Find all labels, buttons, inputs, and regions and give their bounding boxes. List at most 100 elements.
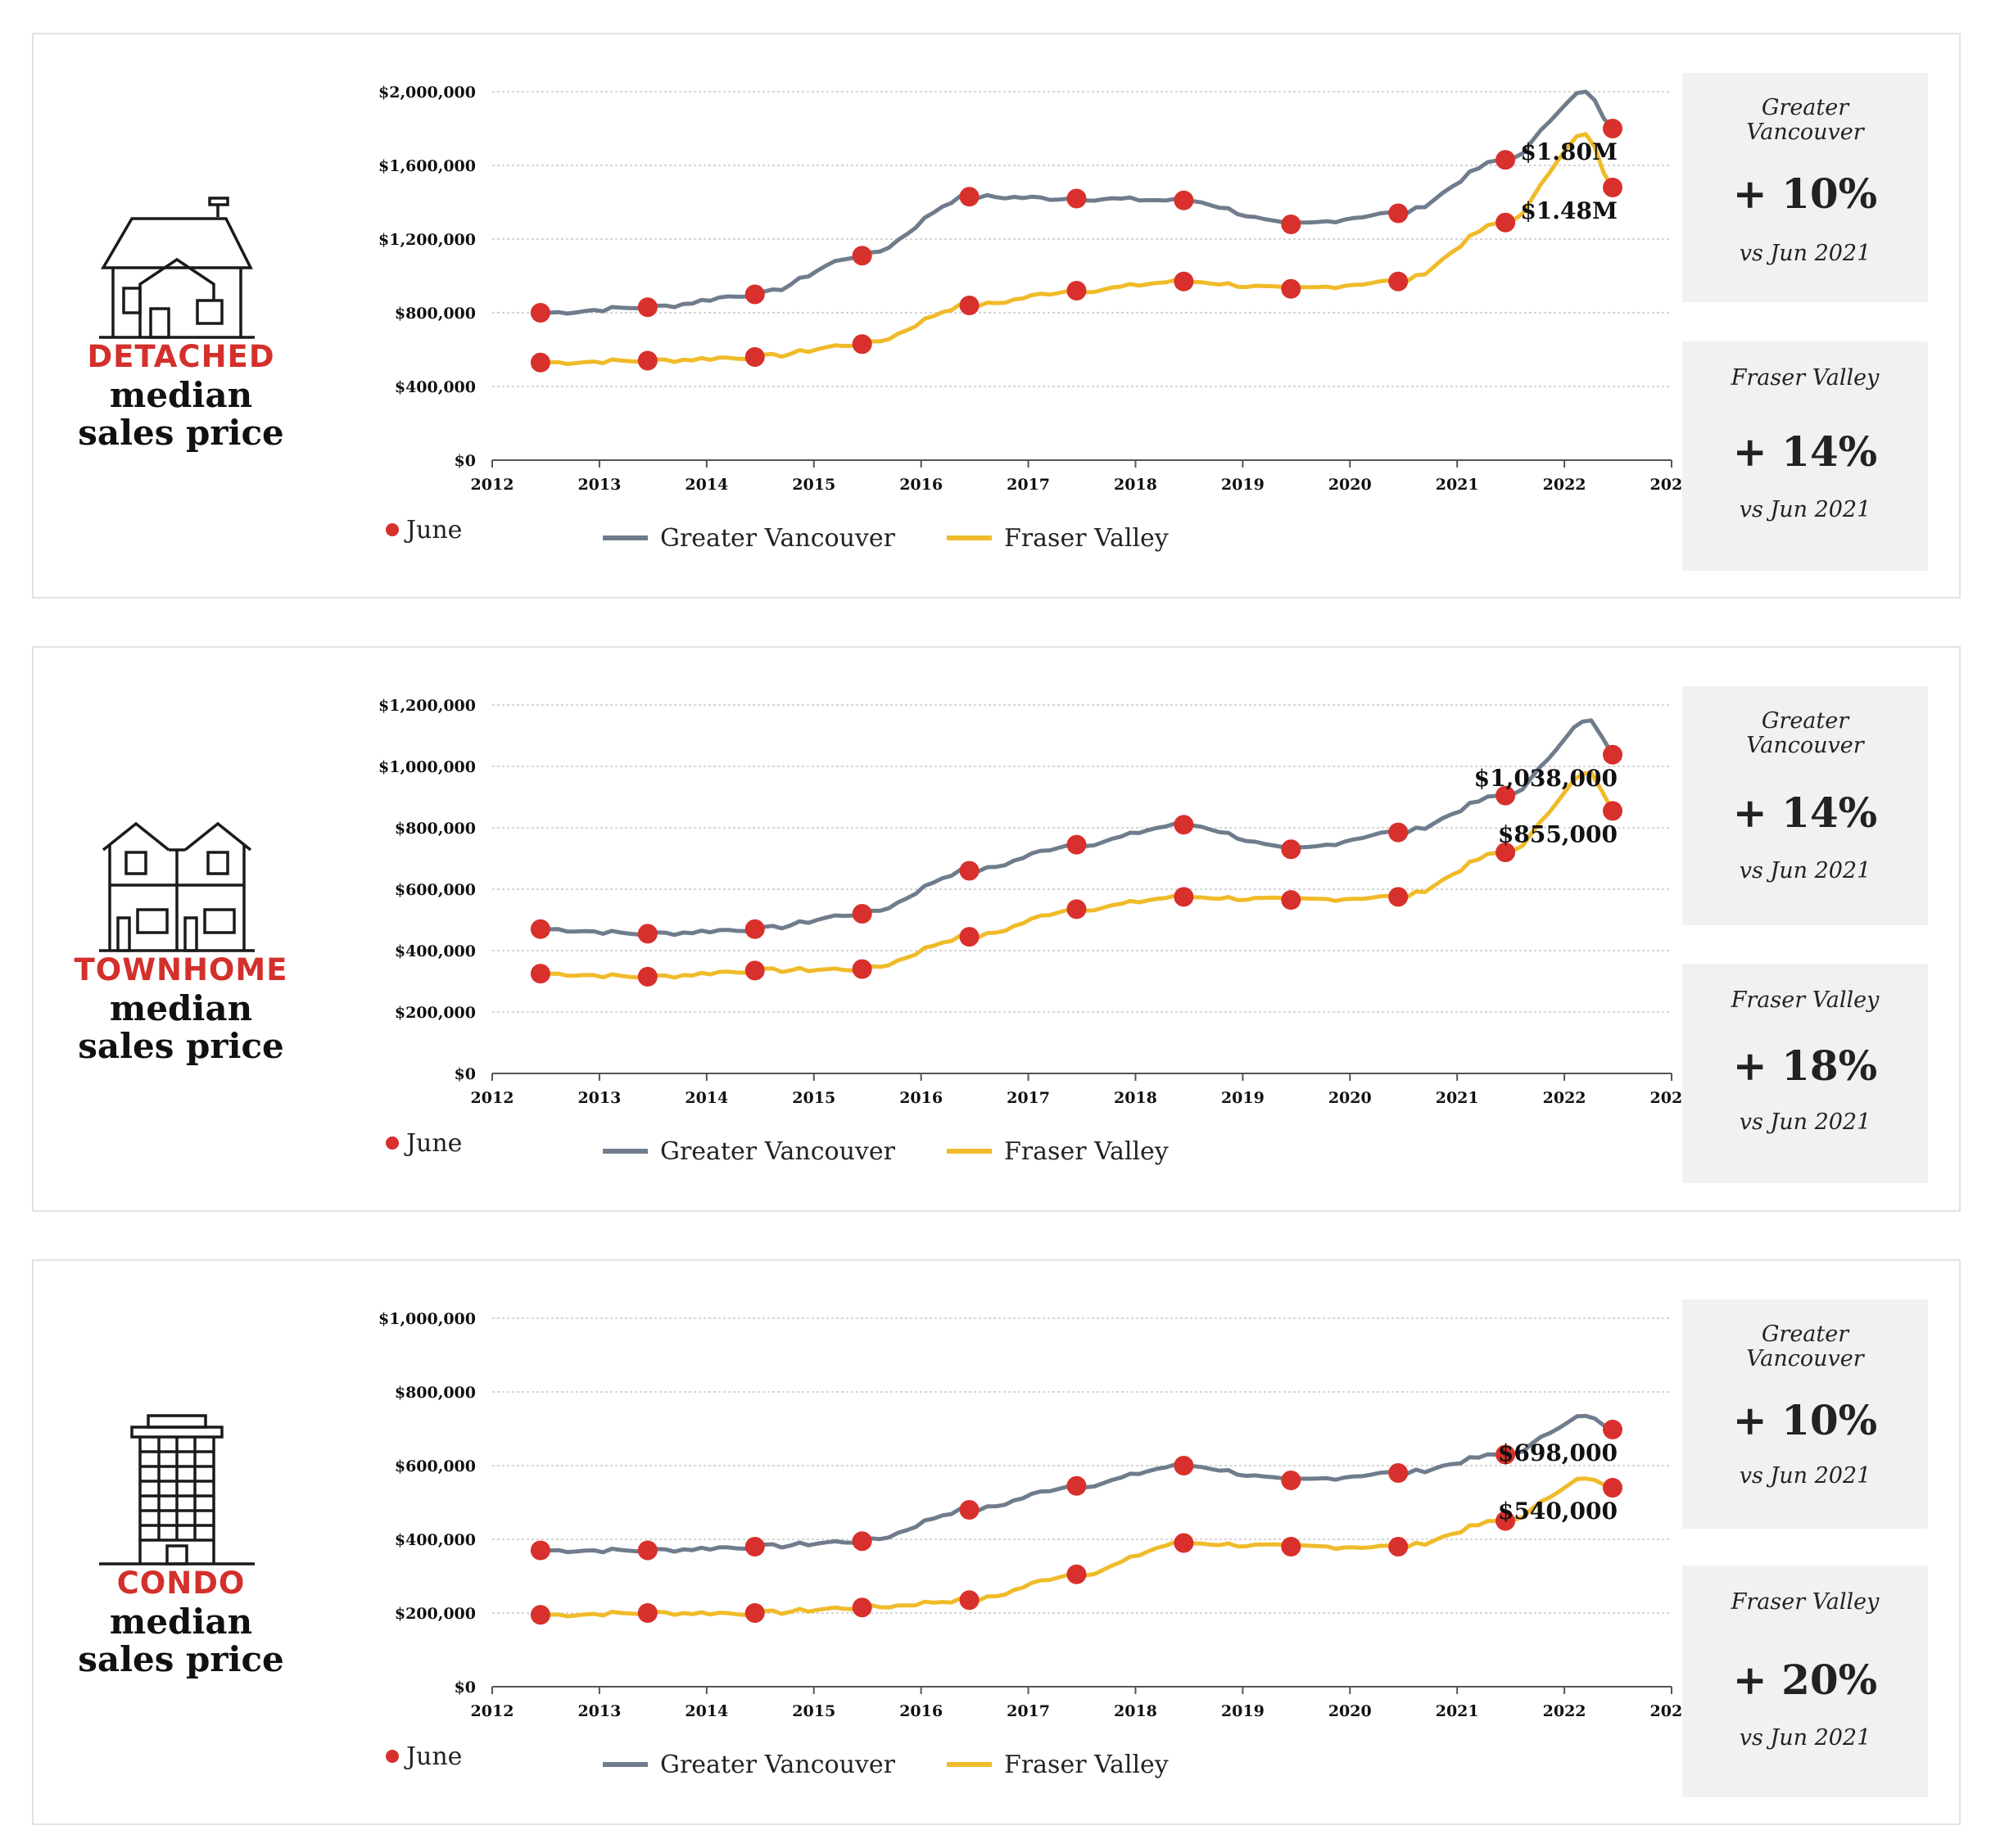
- gv-june-marker: [1281, 215, 1301, 234]
- change-value: + 14%: [1732, 427, 1878, 476]
- x-tick-label: 2018: [1114, 1089, 1157, 1107]
- condo-panel: CONDO median sales price $0 $200,000 $400,…: [32, 1259, 1961, 1825]
- y-tick-label: $1,600,000: [378, 157, 476, 175]
- x-tick-label: 2013: [577, 1089, 621, 1107]
- x-tick-label: 2022: [1543, 1702, 1586, 1720]
- comparison-label: vs Jun 2021: [1739, 1109, 1871, 1135]
- x-tick-label: 2012: [471, 476, 514, 494]
- property-type-label: DETACHED: [87, 339, 275, 374]
- region-label: Greater Vancouver: [1746, 708, 1864, 758]
- fv-end-label: $1.48M: [1520, 197, 1618, 224]
- townhome-icon: [99, 821, 255, 952]
- change-value: + 14%: [1732, 788, 1878, 837]
- gv-june-marker: [959, 1500, 980, 1520]
- fv-end-label: $855,000: [1498, 820, 1618, 847]
- fv-june-marker: [530, 352, 550, 373]
- fv-june-marker: [1066, 281, 1087, 300]
- fv-change-box: Fraser Valley + 18% vs Jun 2021: [1682, 964, 1928, 1183]
- june-legend-marker: [386, 1750, 399, 1763]
- x-tick-label: 2021: [1436, 476, 1479, 494]
- gv-june-marker: [1281, 839, 1301, 860]
- fv-legend-label: Fraser Valley: [1004, 1751, 1169, 1779]
- x-tick-label: 2021: [1436, 1089, 1479, 1107]
- panel-label-area: DETACHED median sales price: [34, 34, 328, 597]
- fv-change-box: Fraser Valley + 20% vs Jun 2021: [1682, 1566, 1928, 1797]
- comparison-label: vs Jun 2021: [1739, 1463, 1871, 1489]
- comparison-label: vs Jun 2021: [1739, 497, 1871, 522]
- fv-june-marker: [1388, 271, 1409, 291]
- fv-june-marker: [637, 966, 658, 987]
- comparison-label: vs Jun 2021: [1739, 1725, 1871, 1751]
- y-tick-label: $600,000: [395, 881, 476, 899]
- y-tick-label: $400,000: [395, 378, 476, 396]
- fv-june-marker: [1174, 1533, 1194, 1553]
- gv-legend-label: Greater Vancouver: [660, 1751, 896, 1779]
- y-tick-label: $800,000: [395, 305, 476, 323]
- comparison-label: vs Jun 2021: [1739, 241, 1871, 266]
- region-label: Fraser Valley: [1731, 987, 1880, 1013]
- gv-june-marker: [1174, 190, 1194, 210]
- gv-june-marker: [744, 919, 765, 939]
- fv-june-marker: [1066, 899, 1087, 919]
- fv-june-marker: [1496, 843, 1516, 862]
- gv-june-marker: [1174, 815, 1194, 835]
- fv-june-marker: [1281, 890, 1301, 910]
- gv-june-marker: [1066, 1475, 1087, 1496]
- panel-subtitle: median sales price: [78, 1602, 284, 1679]
- fv-june-marker: [744, 960, 765, 981]
- x-tick-label: 2018: [1114, 1702, 1157, 1720]
- fv-june-marker: [1174, 887, 1194, 907]
- y-tick-label: $2,000,000: [378, 84, 476, 102]
- detached-line-chart: $0 $400,000 $800,000 $1,200,000 $1,600,000 $2…: [378, 84, 1693, 553]
- fv-june-marker: [959, 1590, 980, 1611]
- gv-june-marker: [637, 1540, 658, 1561]
- x-tick-label: 2020: [1328, 1702, 1372, 1720]
- fv-june-marker: [1496, 212, 1516, 233]
- x-tick-label: 2017: [1007, 1702, 1050, 1720]
- x-tick-label: 2014: [685, 1702, 728, 1720]
- change-value: + 20%: [1732, 1656, 1878, 1704]
- y-tick-label: $600,000: [395, 1457, 476, 1475]
- change-value: + 10%: [1732, 1396, 1878, 1444]
- june-legend-marker: [386, 1136, 399, 1150]
- y-tick-label: $800,000: [395, 820, 476, 838]
- panel-subtitle: median sales price: [78, 988, 284, 1066]
- x-tick-label: 2015: [792, 476, 835, 494]
- house-icon: [99, 197, 255, 339]
- x-tick-label: 2022: [1543, 476, 1586, 494]
- fv-june-marker: [1388, 887, 1409, 907]
- region-label: Greater Vancouver: [1746, 95, 1864, 145]
- y-tick-label: $1,200,000: [378, 231, 476, 249]
- y-tick-label: $0: [455, 452, 476, 470]
- x-tick-label: 2013: [577, 1702, 621, 1720]
- condo-building-icon: [99, 1414, 255, 1566]
- june-legend-label: June: [404, 516, 462, 544]
- fv-june-marker: [637, 350, 658, 371]
- x-tick-label: 2013: [577, 476, 621, 494]
- y-tick-label: $400,000: [395, 1531, 476, 1549]
- fv-june-marker: [1281, 278, 1301, 299]
- x-tick-label: 2017: [1007, 1089, 1050, 1107]
- gv-june-marker: [1066, 834, 1087, 855]
- fv-june-marker: [1603, 1478, 1622, 1498]
- comparison-label: vs Jun 2021: [1739, 858, 1871, 883]
- change-value: + 10%: [1732, 169, 1878, 218]
- x-tick-label: 2016: [899, 476, 943, 494]
- y-tick-label: $400,000: [395, 942, 476, 960]
- fv-june-marker: [744, 347, 765, 367]
- x-tick-label: 2020: [1328, 476, 1372, 494]
- fv-june-marker: [1174, 271, 1194, 291]
- gv-june-marker: [1496, 1444, 1516, 1465]
- gv-june-marker: [1388, 203, 1409, 224]
- y-tick-label: $200,000: [395, 1605, 476, 1623]
- panel-label-area: TOWNHOME median sales price: [34, 648, 328, 1210]
- gv-june-marker: [530, 303, 550, 323]
- gv-june-marker: [1281, 1471, 1301, 1490]
- x-tick-label: 2021: [1436, 1702, 1479, 1720]
- region-label: Fraser Valley: [1731, 365, 1880, 391]
- gv-june-marker: [1496, 785, 1516, 806]
- x-tick-label: 2016: [899, 1089, 943, 1107]
- june-legend-marker: [386, 523, 399, 536]
- x-tick-label: 2020: [1328, 1089, 1372, 1107]
- gv-end-label: $698,000: [1498, 1439, 1618, 1466]
